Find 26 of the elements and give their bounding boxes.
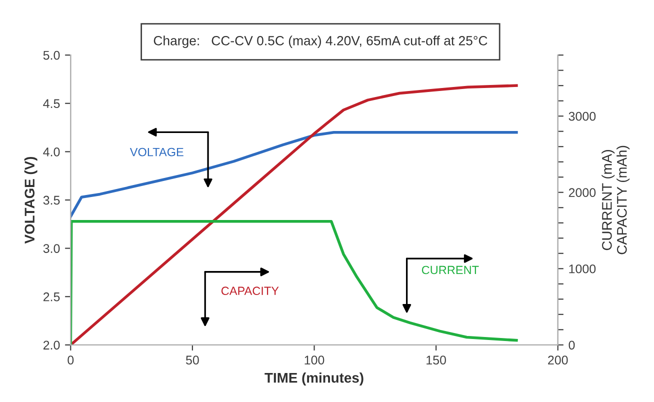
y-tick-label: 3.5: [43, 196, 60, 205]
text: CURRENT: [422, 266, 479, 274]
line-series: [70, 220, 518, 345]
y-tick-label: 2.0: [43, 340, 60, 350]
x-tick-label: 0: [68, 356, 74, 365]
x-axis-title: TIME (minutes): [264, 372, 364, 386]
y2-tick-label: 1000: [569, 264, 596, 274]
y-tick-label: 5.0: [43, 50, 60, 60]
y2-tick-label: 2000: [568, 188, 596, 198]
x-tick-label: 100: [304, 356, 324, 365]
x-tick-label: 150: [426, 356, 446, 365]
text: CAPACITY: [221, 286, 279, 296]
y-tick-label: 2.5: [43, 292, 60, 302]
series-label: VOLTAGE: [130, 148, 184, 156]
y2-tick-label: 3000: [568, 112, 596, 121]
line-series: [70, 130, 518, 218]
y-axis-title: VOLTAGE (V): [24, 156, 38, 244]
y2-tick-label: 0: [568, 340, 575, 350]
text: Charge: CC-CV 0.5C (max) 4.20V, 65mA cut-off at 25°C: [154, 36, 488, 48]
y-tick-label: 4.0: [43, 147, 60, 156]
x-tick-label: 50: [186, 356, 199, 365]
y2-axis-title: CURRENT (mA) CAPACITY (mAh): [602, 146, 630, 254]
x-tick-label: 200: [548, 356, 568, 365]
y-tick-label: 4.5: [43, 99, 60, 108]
line-series: [70, 84, 518, 345]
y-tick-label: 3.0: [43, 244, 60, 253]
